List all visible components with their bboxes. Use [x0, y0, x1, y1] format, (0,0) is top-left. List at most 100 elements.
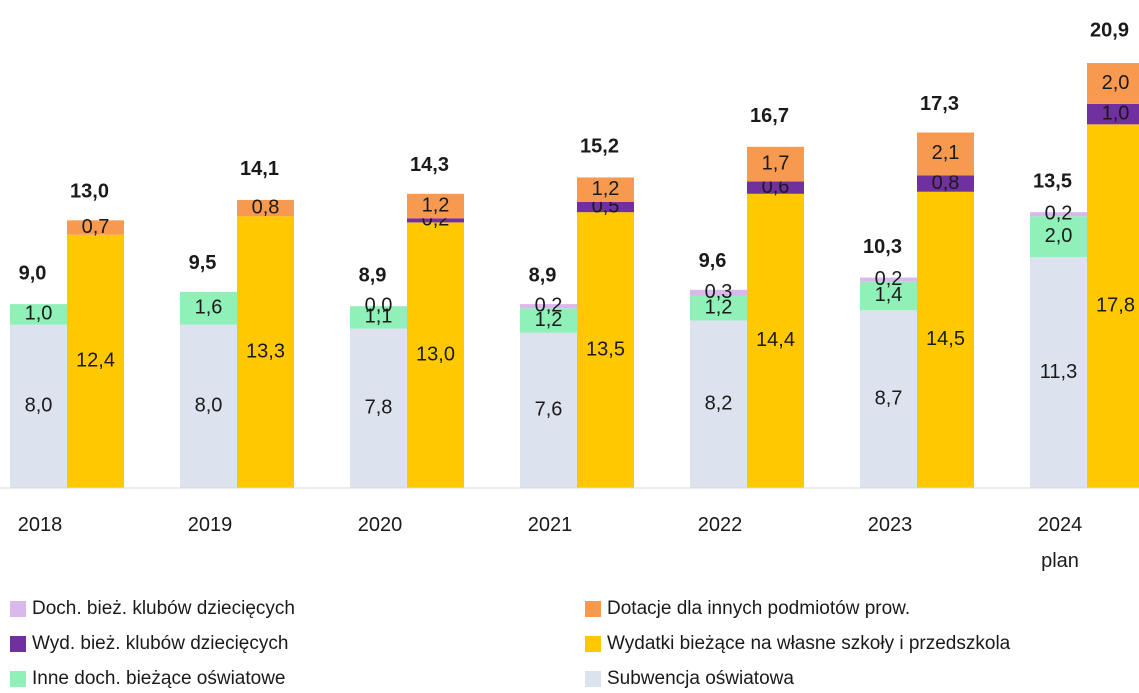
bar-segment [67, 234, 124, 488]
value-label: 1,6 [195, 296, 223, 318]
total-label: 14,1 [240, 158, 279, 180]
value-label: 1,2 [705, 296, 733, 318]
total-label: 8,9 [529, 264, 557, 286]
total-label: 9,5 [189, 252, 217, 274]
bar-segment [690, 289, 747, 296]
bar-segment [67, 220, 124, 235]
legend-swatch [585, 671, 601, 687]
value-label: 11,3 [1040, 361, 1077, 383]
bar-segment [1087, 124, 1139, 488]
value-label: 0,2 [535, 294, 563, 316]
bar-segment [690, 320, 747, 488]
bar-segment [350, 306, 407, 329]
value-label: 1,4 [875, 284, 903, 306]
bar-segment [577, 177, 634, 202]
x-tick-label: 2024 plan [1038, 514, 1083, 572]
bar-segment [1030, 216, 1087, 258]
bar-segment [860, 277, 917, 282]
value-label: 0,8 [932, 172, 960, 194]
bar-segment [747, 146, 804, 182]
value-label: 8,7 [875, 387, 903, 409]
total-label: 17,3 [920, 93, 959, 115]
value-label: 0,0 [365, 294, 393, 316]
value-label: 1,2 [535, 309, 563, 331]
value-label: 1,0 [25, 303, 53, 325]
legend-label: Subwencja oświatowa [607, 668, 794, 689]
bar-segment [180, 324, 237, 488]
bar-segment [577, 212, 634, 489]
bar-segment [10, 324, 67, 488]
bar-segment [1030, 257, 1087, 488]
bar-segment [917, 191, 974, 488]
bar-segment [237, 216, 294, 489]
bar-segment [407, 222, 464, 488]
bar-segment [860, 310, 917, 488]
value-label: 2,1 [932, 142, 960, 164]
value-label: 13,0 [416, 343, 455, 365]
total-label: 14,3 [410, 154, 449, 176]
legend-label: Dotacje dla innych podmiotów prow. [607, 598, 910, 619]
x-tick-label: 2021 [528, 514, 573, 536]
value-label: 2,0 [1102, 72, 1130, 94]
bar-segment [577, 201, 634, 213]
value-label: 14,4 [756, 329, 795, 351]
legend-label: Wydatki bieżące na własne szkoły i przed… [607, 633, 1011, 654]
bar-segment [237, 199, 294, 217]
bar-segment [1030, 212, 1087, 217]
x-tick-label: 2023 [868, 514, 913, 536]
value-label: 13,3 [246, 340, 285, 362]
total-label: 16,7 [750, 105, 789, 127]
value-label: 8,0 [25, 395, 53, 417]
legend-swatch [10, 671, 26, 687]
bar-segment [407, 193, 464, 219]
total-label: 9,6 [699, 250, 727, 272]
value-label: 12,4 [76, 350, 115, 372]
bar-segment [520, 304, 577, 309]
value-label: 1,7 [762, 152, 790, 174]
bar-segment [520, 332, 577, 488]
value-label: 0,7 [82, 216, 110, 238]
bar-segment [747, 181, 804, 194]
bar-segment [747, 193, 804, 488]
value-label: 17,8 [1096, 294, 1135, 316]
value-label: 14,5 [926, 328, 965, 350]
bar-segment [860, 281, 917, 311]
bar-segment [407, 218, 464, 223]
legend-label: Wyd. bież. klubów dziecięcych [32, 633, 288, 654]
value-label: 1,1 [365, 306, 393, 328]
total-label: 8,9 [359, 264, 387, 286]
value-label: 0,8 [252, 196, 280, 218]
x-tick-label: 2020 [358, 514, 403, 536]
total-label: 13,5 [1033, 170, 1072, 192]
total-label: 10,3 [863, 236, 902, 258]
legend-swatch [585, 636, 601, 652]
legend-swatch [10, 601, 26, 617]
bar-segment [10, 304, 67, 325]
total-label: 15,2 [580, 136, 619, 158]
total-label: 20,9 [1090, 19, 1129, 41]
x-tick-label: 2022 [698, 514, 743, 536]
legend-swatch [585, 601, 601, 617]
value-label: 0,2 [1045, 203, 1073, 225]
value-label: 1,2 [592, 178, 620, 200]
value-label: 8,0 [195, 395, 223, 417]
value-label: 7,8 [365, 397, 393, 419]
value-label: 13,5 [586, 338, 625, 360]
value-label: 1,2 [422, 194, 450, 216]
bar-segment [917, 175, 974, 192]
legend-label: Inne doch. bieżące oświatowe [32, 668, 286, 689]
bar-segment [690, 295, 747, 321]
value-label: 2,0 [1045, 225, 1073, 247]
legend-swatch [10, 636, 26, 652]
bar-segment [1087, 103, 1139, 125]
x-tick-label: 2018 [18, 514, 63, 536]
value-label: 0,3 [705, 281, 733, 303]
value-label: 7,6 [535, 399, 563, 421]
bar-segment [917, 132, 974, 176]
value-label: 8,2 [705, 393, 733, 415]
legend-label: Doch. bież. klubów dziecięcych [32, 598, 295, 619]
bar-segment [1087, 63, 1139, 104]
total-label: 9,0 [19, 262, 47, 284]
total-label: 13,0 [70, 181, 109, 203]
